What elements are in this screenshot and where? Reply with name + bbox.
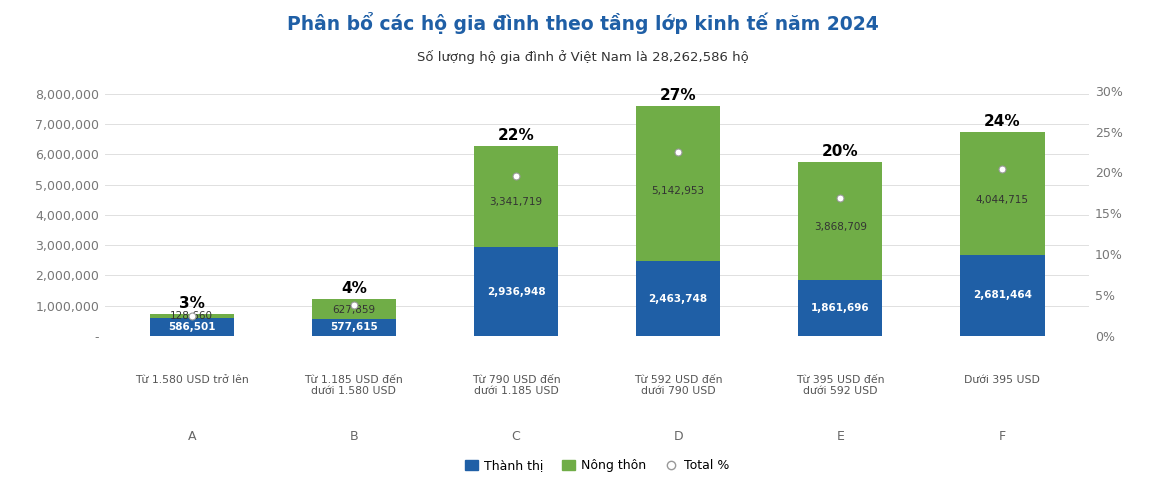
Point bbox=[345, 301, 363, 309]
Text: 586,501: 586,501 bbox=[168, 322, 216, 332]
Text: 4,044,715: 4,044,715 bbox=[976, 195, 1029, 204]
Point bbox=[507, 172, 525, 180]
Text: E: E bbox=[836, 431, 845, 444]
Text: Từ 1.185 USD đến
dưới 1.580 USD: Từ 1.185 USD đến dưới 1.580 USD bbox=[304, 375, 403, 396]
Text: 3,341,719: 3,341,719 bbox=[489, 196, 543, 206]
Text: 27%: 27% bbox=[659, 87, 697, 103]
Text: Từ 395 USD đến
dưới 592 USD: Từ 395 USD đến dưới 592 USD bbox=[796, 375, 884, 396]
Text: 627,859: 627,859 bbox=[332, 305, 375, 315]
Bar bbox=[149, 314, 234, 318]
Point bbox=[183, 312, 202, 319]
Point bbox=[993, 165, 1011, 173]
Bar bbox=[960, 255, 1045, 336]
Text: Từ 592 USD đến
dưới 790 USD: Từ 592 USD đến dưới 790 USD bbox=[634, 375, 722, 396]
Text: 2,681,464: 2,681,464 bbox=[973, 290, 1032, 300]
Text: 4%: 4% bbox=[341, 281, 367, 297]
Bar bbox=[960, 132, 1045, 255]
Text: 128,660: 128,660 bbox=[170, 312, 213, 322]
Text: 3,868,709: 3,868,709 bbox=[813, 222, 867, 232]
Text: Số lượng hộ gia đình ở Việt Nam là 28,262,586 hộ: Số lượng hộ gia đình ở Việt Nam là 28,26… bbox=[417, 50, 748, 64]
Legend: Thành thị, Nông thôn, Total %: Thành thị, Nông thôn, Total % bbox=[460, 454, 734, 477]
Text: 24%: 24% bbox=[984, 114, 1021, 129]
Bar bbox=[474, 146, 558, 247]
Text: 2,463,748: 2,463,748 bbox=[649, 294, 707, 304]
Bar bbox=[636, 106, 720, 262]
Bar bbox=[636, 262, 720, 336]
Bar bbox=[798, 162, 882, 280]
Text: 22%: 22% bbox=[497, 128, 535, 143]
Text: 20%: 20% bbox=[822, 144, 859, 159]
Text: Từ 790 USD đến
dưới 1.185 USD: Từ 790 USD đến dưới 1.185 USD bbox=[472, 375, 560, 396]
Text: Dưới 395 USD: Dưới 395 USD bbox=[965, 375, 1040, 385]
Bar bbox=[149, 318, 234, 336]
Text: Từ 1.580 USD trở lên: Từ 1.580 USD trở lên bbox=[135, 375, 248, 385]
Text: 3%: 3% bbox=[178, 296, 205, 312]
Bar bbox=[798, 280, 882, 336]
Text: 577,615: 577,615 bbox=[330, 322, 377, 332]
Text: 5,142,953: 5,142,953 bbox=[651, 186, 705, 196]
Bar bbox=[312, 300, 396, 319]
Bar bbox=[312, 319, 396, 336]
Text: 2,936,948: 2,936,948 bbox=[487, 287, 545, 297]
Text: C: C bbox=[511, 431, 521, 444]
Point bbox=[831, 194, 849, 202]
Text: 1,861,696: 1,861,696 bbox=[811, 303, 869, 313]
Text: D: D bbox=[673, 431, 683, 444]
Text: F: F bbox=[998, 431, 1005, 444]
Text: Phân bổ các hộ gia đình theo tầng lớp kinh tế năm 2024: Phân bổ các hộ gia đình theo tầng lớp ki… bbox=[287, 12, 878, 34]
Point bbox=[669, 148, 687, 156]
Text: A: A bbox=[188, 431, 196, 444]
Bar bbox=[474, 247, 558, 336]
Text: B: B bbox=[350, 431, 358, 444]
